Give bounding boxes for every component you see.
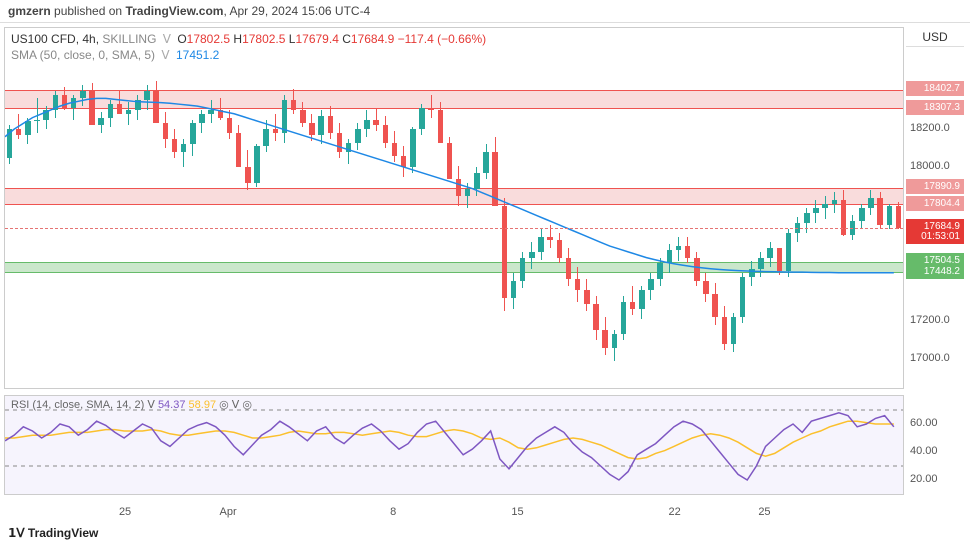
time-tick: 8 [390, 506, 396, 518]
rsi-tick: 40.00 [910, 445, 938, 457]
price-tag: 17804.4 [906, 196, 964, 211]
time-axis[interactable]: 25 Apr 8 15 22 25 [4, 502, 904, 524]
rsi-label: RSI (14, close, SMA, 14, 2) [11, 399, 144, 411]
rsi-tick: 60.00 [910, 417, 938, 429]
rsi-tick: 20.00 [910, 473, 938, 485]
price-tick: 17000.0 [910, 352, 950, 364]
chart-container: US100 CFD, 4h, SKILLING ᐯ O17802.5 H1780… [0, 22, 970, 542]
site-name: TradingView.com [125, 4, 223, 18]
rsi-line [5, 413, 894, 480]
ohlc-o-label: O [177, 32, 186, 46]
price-tick: 18000.0 [910, 160, 950, 172]
current-price-line [5, 228, 903, 229]
tradingview-logo: 𝟭ᐯ TradingView [8, 526, 98, 540]
ohlc-o: 17802.5 [187, 32, 230, 46]
time-tick: Apr [220, 506, 237, 518]
price-change-pct: (−0.66%) [437, 32, 486, 46]
sma-line [5, 98, 894, 272]
price-tag: 18307.3 [906, 100, 964, 115]
chart-legend: US100 CFD, 4h, SKILLING ᐯ O17802.5 H1780… [11, 32, 486, 64]
rsi-value-1: 54.37 [158, 399, 186, 411]
ohlc-l: 17679.4 [295, 32, 338, 46]
page-header: gmzern published on TradingView.com, Apr… [0, 0, 970, 22]
symbol-label: US100 CFD, 4h [11, 32, 96, 46]
sma-value: 17451.2 [176, 48, 219, 62]
rsi-value-2: 58.97 [189, 399, 217, 411]
published-on-label: published on [54, 4, 122, 18]
price-tag: 01:53:01 [906, 229, 964, 244]
price-tag: 18402.7 [906, 81, 964, 96]
chevron-down-icon: ᐯ [147, 399, 155, 411]
rsi-axis: 60.00 40.00 20.00 [906, 395, 966, 495]
circle-icon: ◎ [219, 399, 229, 411]
logo-icon: 𝟭ᐯ [8, 526, 25, 540]
time-tick: 25 [758, 506, 770, 518]
price-tag: 17890.9 [906, 179, 964, 194]
ohlc-c: 17684.9 [351, 32, 394, 46]
sma-label: SMA (50, close, 0, SMA, 5) [11, 48, 155, 62]
price-change: −117.4 [398, 32, 434, 46]
broker-label: SKILLING [102, 32, 156, 46]
circle-icon: ◎ [242, 399, 252, 411]
rsi-legend: RSI (14, close, SMA, 14, 2) ᐯ 54.37 58.9… [11, 398, 252, 411]
ohlc-c-label: C [342, 32, 351, 46]
ohlc-h-label: H [233, 32, 242, 46]
time-tick: 25 [119, 506, 131, 518]
time-tick: 22 [669, 506, 681, 518]
publish-date: Apr 29, 2024 15:06 UTC-4 [229, 4, 370, 18]
chevron-down-icon: ᐯ [161, 48, 169, 62]
rsi-chart[interactable]: RSI (14, close, SMA, 14, 2) ᐯ 54.37 58.9… [4, 395, 904, 495]
time-tick: 15 [511, 506, 523, 518]
chevron-down-icon: ᐯ [163, 32, 171, 46]
price-tick: 17200.0 [910, 314, 950, 326]
price-tick: 18200.0 [910, 122, 950, 134]
main-price-chart[interactable]: US100 CFD, 4h, SKILLING ᐯ O17802.5 H1780… [4, 27, 904, 389]
price-tag: 17448.2 [906, 264, 964, 279]
author: gmzern [8, 4, 51, 18]
price-axis-currency: USD [906, 27, 964, 47]
chevron-down-icon: ᐯ [232, 399, 240, 411]
ohlc-h: 17802.5 [242, 32, 285, 46]
price-axis[interactable]: USD 18200.0 18000.0 17200.0 17000.0 18402.7… [906, 27, 966, 389]
